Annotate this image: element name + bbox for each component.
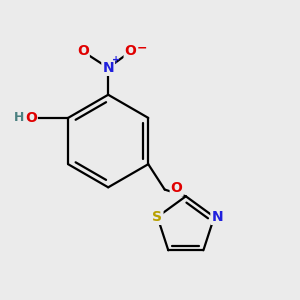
Text: N: N bbox=[102, 61, 114, 75]
Text: O: O bbox=[25, 111, 37, 125]
Text: O: O bbox=[77, 44, 89, 58]
Text: −: − bbox=[137, 42, 147, 55]
Text: H: H bbox=[14, 111, 24, 124]
Text: N: N bbox=[212, 210, 223, 224]
Text: O: O bbox=[171, 181, 183, 195]
Text: +: + bbox=[112, 55, 121, 65]
Text: O: O bbox=[125, 44, 136, 58]
Text: S: S bbox=[152, 210, 162, 224]
